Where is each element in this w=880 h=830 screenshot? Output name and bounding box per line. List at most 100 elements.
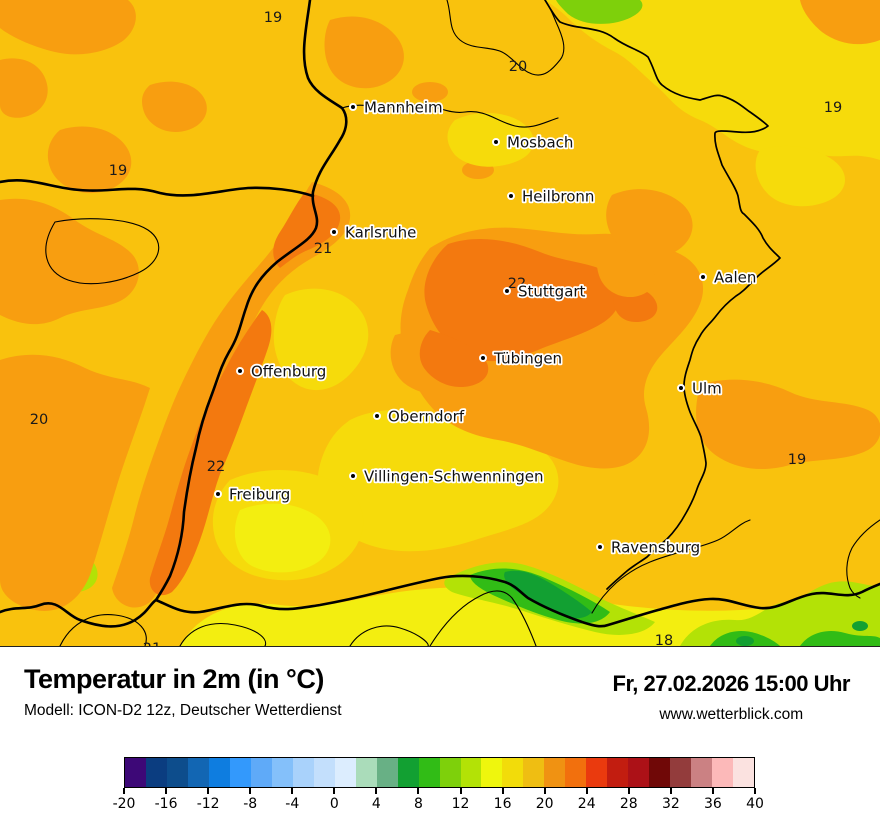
border-lines	[0, 0, 880, 646]
city-dot-icon	[596, 543, 604, 551]
patch-yellow-blackforest-n	[273, 288, 369, 391]
colorbar-segment	[586, 758, 608, 787]
colorbar-tick	[375, 788, 378, 794]
city-dot-icon	[349, 103, 357, 111]
patch-green-southeast2	[800, 630, 880, 646]
city-dot-icon	[349, 472, 357, 480]
temperature-value-label: 20	[30, 412, 48, 428]
border-france-rhine	[154, 0, 348, 602]
colorbar-segment	[229, 758, 251, 787]
patch-orange-hohenlohe1	[606, 189, 693, 258]
colorbar-segment	[271, 758, 293, 787]
colorbar-tick	[711, 788, 714, 794]
colorbar-tick	[754, 788, 756, 794]
colorbar-tick	[207, 788, 210, 794]
patch-deeporange-rhine-south	[149, 310, 272, 596]
city-label: Tübingen	[493, 350, 562, 368]
city-markers: Mannheim Mosbach Heilbronn Karlsruhe Aalen St…	[214, 97, 758, 558]
border-district-hegau	[429, 590, 537, 646]
colorbar-tick-label: -4	[285, 796, 300, 812]
colorbar-segment	[649, 758, 671, 787]
colorbar-segment	[502, 758, 524, 787]
colorbar-tick-label: -16	[154, 796, 178, 812]
city-marker-heilbronn: Heilbronn	[507, 186, 596, 207]
city-marker-stuttgart: Stuttgart	[503, 281, 587, 302]
patch-deeporange-stuttgart-core	[424, 238, 621, 362]
colorbar-segment	[670, 758, 692, 787]
patch-orange-spot1	[412, 82, 448, 102]
footer: Temperatur in 2m (in °C) Modell: ICON-D2…	[0, 647, 880, 724]
city-dot-icon	[677, 384, 685, 392]
city-marker-mannheim: Mannheim	[349, 97, 444, 118]
colorbar-tick	[669, 788, 672, 794]
colorbar-segment	[355, 758, 377, 787]
patch-orange-left1	[0, 58, 48, 118]
colorbar-segment	[187, 758, 209, 787]
city-label: Villingen-Schwenningen	[364, 468, 544, 486]
colorbar-segment	[523, 758, 545, 787]
patch-orange-north-mannheim	[324, 16, 404, 89]
colorbar-segment	[208, 758, 230, 787]
colorbar-tick-label: 12	[451, 796, 470, 812]
border-district-heidelberg	[446, 0, 565, 76]
colorbar-tick	[501, 788, 504, 794]
city-dot-icon	[507, 192, 515, 200]
border-district-kraichgau	[341, 104, 559, 128]
patch-green-top	[556, 0, 643, 24]
border-france-north	[0, 179, 315, 198]
border-district-south1	[59, 614, 147, 646]
colorbar-segment	[565, 758, 587, 787]
city-label: Karlsruhe	[345, 224, 416, 242]
city-marker-karlsruhe: Karlsruhe	[330, 222, 418, 243]
colorbar-tick-label: 40	[746, 796, 764, 812]
forecast-datetime: Fr, 27.02.2026 15:00 Uhr	[612, 671, 851, 696]
patch-darkgreen-speck1	[736, 636, 754, 646]
patch-deeporange-karlsruhe	[273, 192, 341, 268]
date-block: Fr, 27.02.2026 15:00 Uhr www.wetterblick…	[613, 671, 851, 724]
colorbar-segment	[397, 758, 419, 787]
temperature-value-label: 19	[788, 452, 806, 468]
border-district-alsace-loop	[45, 218, 160, 285]
city-dot-icon	[214, 490, 222, 498]
colorbar-segment	[691, 758, 713, 787]
city-label: Ulm	[692, 380, 722, 398]
colorbar-scale	[124, 757, 755, 788]
colorbar-segment	[376, 758, 398, 787]
colorbar-segment	[313, 758, 335, 787]
patch-orange-left3	[47, 126, 132, 194]
city-label: Mosbach	[507, 134, 573, 152]
city-marker-mosbach: Mosbach	[492, 132, 575, 153]
colorbar-tick	[165, 788, 168, 794]
colorbar-tick-label: 28	[619, 796, 638, 812]
patch-yellow-east-border	[755, 145, 845, 207]
border-district-south2	[179, 623, 267, 646]
temperature-value-label: 19	[264, 10, 282, 26]
colorbar-tick	[543, 788, 546, 794]
temperature-map: 19 20 19 19 21 22 20 19 22 18 21 Mannheim Mosbach He…	[0, 0, 880, 647]
city-label: Offenburg	[251, 363, 326, 381]
colorbar-segment	[733, 758, 755, 787]
colorbar-tick-label: -8	[243, 796, 258, 812]
colorbar-tick	[417, 788, 420, 794]
temperature-value-label: 22	[508, 276, 526, 292]
colorbar-segment	[481, 758, 503, 787]
colorbar-tick-label: 16	[493, 796, 512, 812]
city-label: Ravensburg	[611, 539, 700, 557]
temperature-value-label: 19	[824, 100, 842, 116]
colorbar-tick-label: 0	[329, 796, 339, 812]
city-label: Mannheim	[364, 99, 443, 117]
temperature-value-label: 20	[509, 59, 527, 75]
colorbar-segment	[418, 758, 440, 787]
border-district-lake-northeast	[591, 519, 751, 614]
colorbar-tick-label: 32	[661, 796, 680, 812]
city-label: Heilbronn	[522, 188, 594, 206]
city-marker-aalen: Aalen	[699, 267, 758, 288]
city-dot-icon	[503, 287, 511, 295]
colorbar-segment	[292, 758, 314, 787]
temperature-labels: 19 20 19 19 21 22 20 19 22 18 21	[30, 10, 842, 646]
border-district-south3	[349, 625, 429, 646]
patch-orange-rhine-valley	[112, 182, 351, 608]
colorbar-tick-label: 20	[535, 796, 554, 812]
city-marker-oberndorf: Oberndorf	[373, 406, 467, 427]
colorbar-tick-label: 4	[371, 796, 381, 812]
